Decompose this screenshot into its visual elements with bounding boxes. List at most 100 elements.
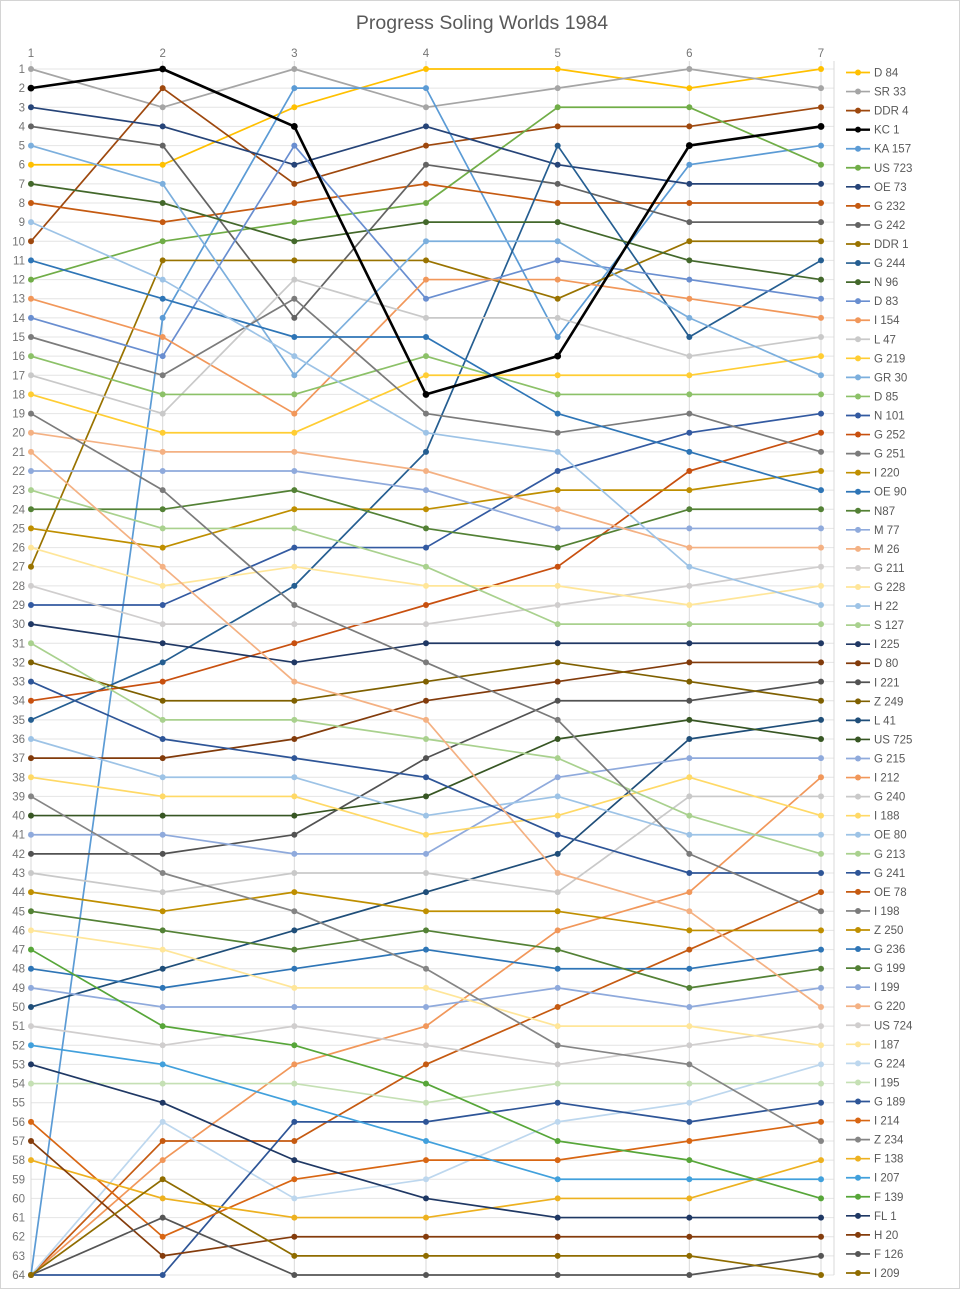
series-marker [423, 812, 429, 819]
legend-item: G 242 [846, 220, 905, 232]
legend-swatch-marker [855, 603, 861, 610]
legend-swatch-marker [855, 1155, 861, 1162]
series-marker [686, 372, 693, 379]
series-marker [291, 755, 298, 762]
rank-label: 59 [12, 1174, 25, 1186]
series-marker [159, 602, 166, 608]
legend-swatch-marker [855, 202, 861, 209]
rank-label: 17 [12, 370, 25, 382]
series-marker [159, 429, 166, 436]
series-marker [554, 372, 561, 379]
legend-label: I 207 [874, 1173, 900, 1185]
series-marker [423, 946, 429, 953]
series-marker [291, 582, 298, 589]
series-marker [818, 1176, 824, 1183]
series-marker [818, 1004, 824, 1010]
series-marker [291, 1176, 298, 1183]
series-marker [159, 65, 167, 73]
series-marker [686, 793, 693, 800]
series-fl-1 [28, 1061, 824, 1221]
legend-item: D 85 [846, 391, 898, 403]
legend-item: G 189 [846, 1097, 905, 1109]
series-marker [554, 1099, 561, 1106]
series-marker [291, 716, 298, 723]
series-marker [159, 180, 166, 187]
series-marker [159, 525, 166, 532]
series-i-209 [28, 1176, 824, 1278]
series-g-219 [28, 353, 824, 436]
series-marker [28, 410, 34, 417]
series-marker [554, 334, 561, 340]
series-g-244 [28, 142, 824, 723]
series-marker [423, 1176, 429, 1183]
legend-item: US 725 [846, 734, 912, 746]
series-marker [818, 295, 824, 302]
series-marker [159, 123, 166, 130]
series-marker [554, 66, 561, 72]
series-marker [423, 640, 429, 647]
legend-item: GR 30 [846, 372, 907, 384]
series-marker [423, 104, 429, 111]
legend-label: D 80 [874, 658, 898, 670]
legend-item: US 723 [846, 163, 912, 175]
legend-item: G 236 [846, 944, 905, 956]
series-marker [159, 678, 166, 685]
series-marker [554, 544, 561, 551]
series-marker [686, 850, 693, 857]
series-m-77 [28, 468, 824, 532]
legend-label: N 96 [874, 277, 898, 289]
series-l-47 [28, 276, 824, 417]
rank-label: 21 [12, 447, 25, 459]
series-g-215 [28, 755, 824, 857]
series-marker [554, 793, 561, 800]
series-marker [291, 448, 298, 455]
series-marker [818, 850, 824, 857]
legend-item: Z 234 [846, 1135, 904, 1147]
legend-item: I 220 [846, 468, 900, 480]
series-marker [818, 544, 824, 551]
series-marker [291, 984, 298, 991]
legend-label: D 85 [874, 391, 898, 403]
series-n87 [28, 487, 824, 551]
series-marker [554, 468, 561, 474]
series-marker [28, 276, 34, 283]
series-z-249 [28, 659, 824, 704]
legend-label: G 219 [874, 353, 905, 365]
series-ddr-1 [28, 238, 824, 570]
legend-label: G 236 [874, 944, 905, 956]
legend-swatch-marker [855, 888, 861, 895]
series-marker [159, 1176, 166, 1183]
legend-item: G 244 [846, 258, 906, 270]
series-marker [28, 831, 34, 838]
rank-label: 9 [19, 217, 25, 229]
legend-swatch-marker [855, 1174, 861, 1181]
rank-label: 3 [19, 102, 25, 114]
series-marker [423, 1004, 429, 1010]
series-marker [28, 1157, 34, 1164]
series-marker [686, 544, 693, 551]
series-marker [554, 1004, 561, 1010]
series-marker [554, 506, 561, 513]
series-marker [423, 850, 429, 857]
legend-swatch-marker [855, 1250, 861, 1257]
series-marker [28, 678, 34, 685]
series-marker [159, 1118, 166, 1125]
series-marker [423, 755, 429, 762]
legend-swatch-marker [855, 869, 861, 876]
series-marker [818, 161, 824, 168]
series-marker [28, 295, 34, 302]
series-marker [686, 563, 693, 570]
series-marker [159, 372, 166, 379]
series-marker [159, 1138, 166, 1144]
series-marker [686, 410, 693, 417]
series-us-724 [28, 1023, 824, 1068]
series-marker [291, 391, 298, 398]
series-marker [686, 1061, 693, 1068]
series-marker [554, 582, 561, 589]
rank-label: 5 [19, 141, 25, 153]
series-oe-90 [28, 257, 824, 494]
series-i-188 [28, 774, 824, 838]
series-marker [818, 276, 824, 283]
series-marker [554, 487, 561, 494]
legend-label: G 244 [874, 258, 906, 270]
